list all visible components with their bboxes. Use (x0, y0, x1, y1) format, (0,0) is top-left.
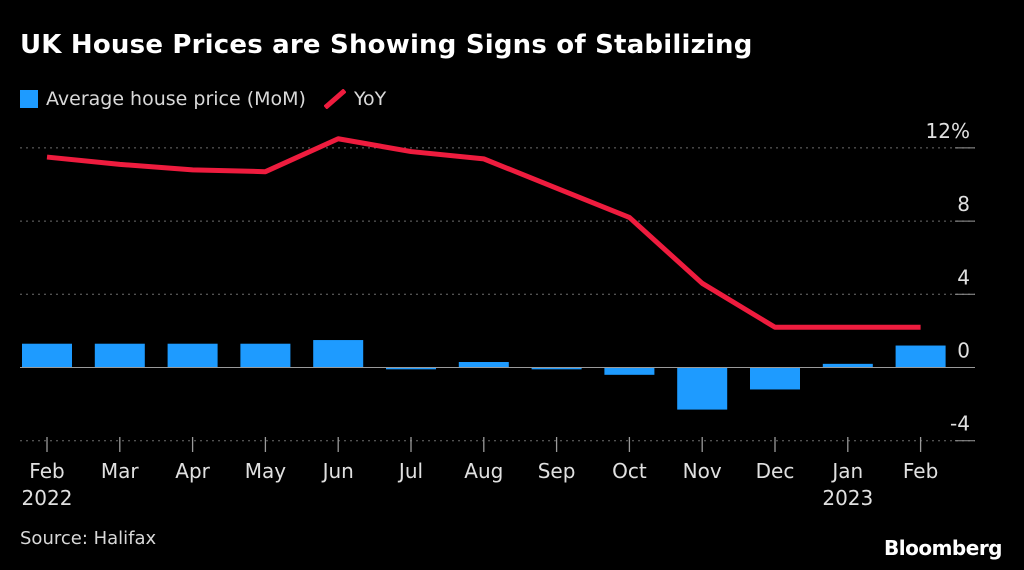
bar-mom (386, 367, 436, 370)
line-series (46, 136, 921, 330)
bar-mom (895, 345, 946, 368)
bar-series (22, 340, 946, 410)
bar-mom (22, 343, 72, 368)
x-tick-label: Nov (683, 459, 722, 483)
bar-mom (94, 343, 145, 368)
bar-mom (750, 367, 800, 390)
legend-item-mom: Average house price (MoM) (20, 88, 306, 110)
bar-mom (604, 367, 655, 375)
x-tick-label: May (245, 459, 287, 483)
bar-mom (167, 343, 218, 368)
y-tick-label: 12% (926, 119, 970, 143)
x-tick-label: Jan (830, 459, 863, 483)
x-tick-label: Sep (538, 459, 576, 483)
bar-mom (531, 367, 582, 370)
y-tick-label: -4 (950, 412, 970, 436)
x-tick-label: Oct (612, 459, 647, 483)
bar-mom (240, 343, 291, 368)
bar-mom (458, 362, 509, 368)
bar-mom (822, 363, 873, 368)
legend-item-yoy: YoY (323, 88, 387, 110)
gridlines (20, 147, 975, 442)
legend-bar-swatch (20, 90, 38, 108)
x-tick-label: Feb (29, 459, 64, 483)
x-year-label: 2022 (22, 486, 73, 510)
x-tick-label: Dec (756, 459, 795, 483)
x-axis (20, 367, 955, 452)
legend: Average house price (MoM) YoY (20, 88, 396, 110)
legend-line-label: YoY (353, 88, 387, 110)
y-tick-label: 8 (957, 192, 970, 216)
chart-title: UK House Prices are Showing Signs of Sta… (20, 30, 753, 60)
x-tick-label: Jun (321, 459, 354, 483)
bar-mom (677, 367, 728, 410)
axis-labels: -4 0 4 8 12% Feb 2022 Mar Apr May Jun Jul Aug Sep Oct N… (22, 119, 970, 510)
source-note: Source: Halifax (20, 528, 157, 549)
legend-line-swatch (323, 89, 346, 109)
x-tick-label: Mar (101, 459, 140, 483)
x-tick-label: Aug (464, 459, 503, 483)
x-tick-label: Apr (175, 459, 210, 483)
y-tick-label: 0 (957, 339, 970, 363)
y-tick-label: 4 (957, 265, 970, 289)
bar-mom (313, 340, 364, 368)
bloomberg-logo: Bloomberg (884, 536, 1002, 560)
x-year-label: 2023 (822, 486, 873, 510)
x-tick-label: Jul (397, 459, 423, 483)
x-tick-label: Feb (903, 459, 938, 483)
legend-bar-label: Average house price (MoM) (46, 88, 306, 110)
line-yoy (46, 136, 921, 330)
